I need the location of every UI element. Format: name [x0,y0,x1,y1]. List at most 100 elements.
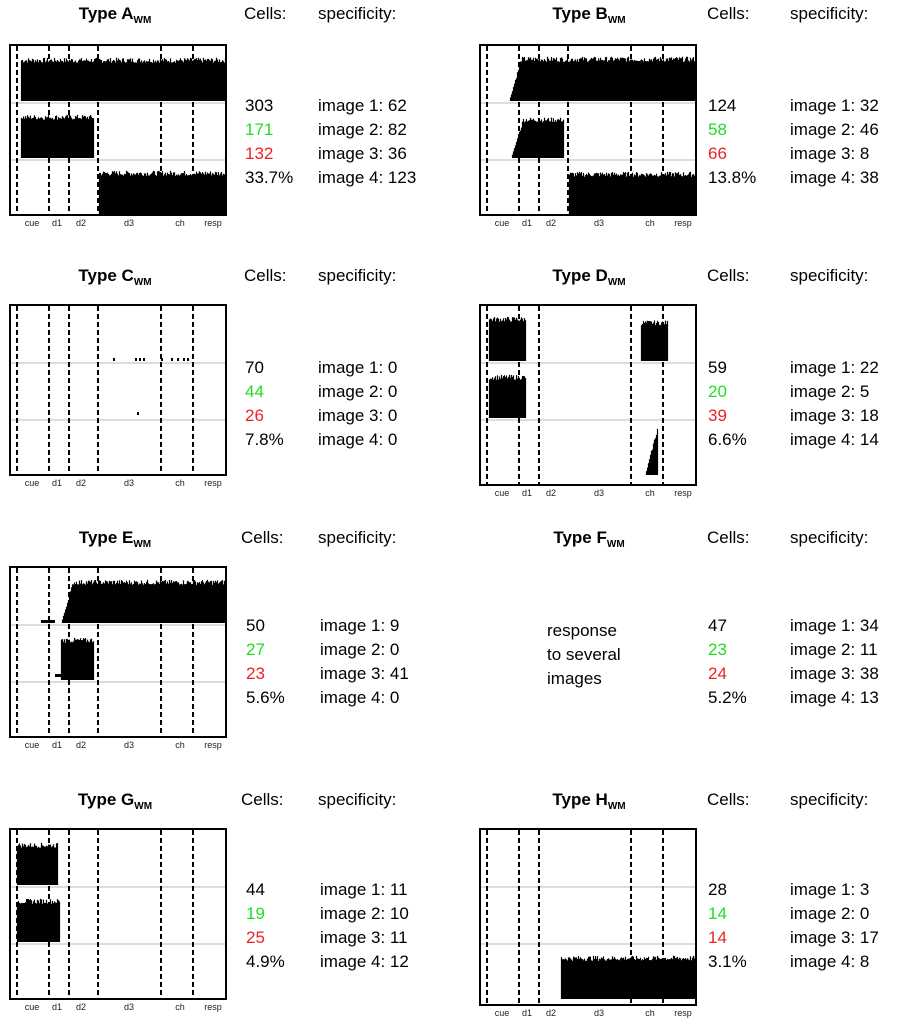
raster-svg [11,830,225,998]
spike-histogram [98,170,225,214]
spike-mark [41,620,55,623]
epoch-label-resp: resp [204,218,222,228]
spike-mark [183,358,185,361]
raster-plot [479,304,697,486]
spike-mark [143,358,145,361]
panel-title: Type FWM [553,528,625,550]
cells-group-1: 14 [708,904,727,923]
specificity-image-2: image 2: 11 [790,640,878,659]
spike-mark [161,358,163,361]
specificity-image-1: image 1: 3 [790,880,870,899]
raster-plot [9,44,227,216]
panel-type-f: Type FWM Cells: specificity: response to… [451,524,902,774]
epoch-label-ch: ch [645,488,655,498]
panel-type-h: Type HWM Cells: specificity: 28 14 14 3.… [451,786,902,1036]
panel-type-d: Type DWM Cells: specificity: 59 20 39 6.… [451,262,902,512]
specificity-image-4: image 4: 0 [318,430,398,449]
epoch-label-ch: ch [645,218,655,228]
spike-mark [137,412,139,415]
panel-title: Type EWM [78,528,152,550]
cells-group-1: 58 [708,120,727,139]
raster-plot [9,304,227,476]
epoch-label-d2: d2 [75,740,87,750]
specificity-image-4: image 4: 123 [318,168,417,187]
panel-title: Type GWM [77,790,153,812]
cells-group-2: 14 [708,928,727,947]
specificity-image-4: image 4: 0 [320,688,400,707]
spike-histogram [16,842,59,885]
raster-svg [481,830,695,1004]
cells-header: Cells: [241,790,284,809]
epoch-label-d1: d1 [51,478,63,488]
panel-title: Type CWM [78,266,152,288]
epoch-label-d3: d3 [593,1008,605,1018]
cells-header: Cells: [244,266,287,285]
epoch-label-ch: ch [645,1008,655,1018]
cells-header: Cells: [707,528,750,547]
specificity-image-1: image 1: 34 [790,616,879,635]
note-line: response [547,621,617,640]
cells-total: 44 [246,880,265,899]
spike-mark [187,358,189,361]
cells-total: 303 [245,96,274,115]
specificity-image-1: image 1: 9 [320,616,400,635]
cells-group-2: 26 [245,406,264,425]
spike-histogram [20,57,225,101]
epoch-label-cue: cue [24,740,40,750]
raster-plot [479,828,697,1006]
epoch-label-ch: ch [175,740,185,750]
cells-header: Cells: [241,528,284,547]
specificity-image-3: image 3: 11 [320,928,408,947]
cells-group-1: 171 [245,120,274,139]
epoch-label-d3: d3 [123,1002,135,1012]
specificity-header: specificity: [318,4,397,23]
specificity-header: specificity: [790,528,869,547]
epoch-label-d2: d2 [75,218,87,228]
specificity-header: specificity: [318,266,397,285]
note-line: to several [547,645,621,664]
epoch-label-d1: d1 [51,1002,63,1012]
spike-histogram [488,374,527,418]
specificity-header: specificity: [318,528,397,547]
spike-histogram [16,898,61,942]
epoch-label-resp: resp [204,740,222,750]
epoch-label-resp: resp [674,1008,692,1018]
epoch-label-d2: d2 [545,488,557,498]
panel-title: Type DWM [552,266,626,288]
specificity-image-1: image 1: 0 [318,358,398,377]
specificity-image-2: image 2: 82 [318,120,407,139]
cells-percent: 13.8% [708,168,757,187]
epoch-label-resp: resp [674,218,692,228]
cells-total: 124 [708,96,737,115]
specificity-image-2: image 2: 0 [790,904,870,923]
spike-histogram [511,117,565,158]
specificity-image-2: image 2: 10 [320,904,409,923]
epoch-label-ch: ch [175,478,185,488]
cells-group-2: 25 [246,928,265,947]
cells-header: Cells: [707,4,750,23]
specificity-image-4: image 4: 14 [790,430,879,449]
epoch-label-cue: cue [24,1002,40,1012]
cells-total: 47 [708,616,727,635]
specificity-image-1: image 1: 22 [790,358,879,377]
cells-percent: 7.8% [245,430,284,449]
cells-header: Cells: [707,790,750,809]
raster-svg [481,306,695,484]
cells-percent: 3.1% [708,952,747,971]
cells-group-2: 132 [245,144,274,163]
epoch-label-cue: cue [494,488,510,498]
panel-type-a: Type AWM Cells: specificity: 303 171 132… [0,0,451,250]
epoch-label-d3: d3 [123,218,135,228]
epoch-label-d1: d1 [521,1008,533,1018]
spike-histogram [61,579,225,623]
cells-percent: 33.7% [245,168,294,187]
specificity-image-3: image 3: 0 [318,406,398,425]
raster-svg [481,46,695,214]
epoch-label-d2: d2 [75,1002,87,1012]
specificity-image-2: image 2: 46 [790,120,879,139]
raster-plot [9,566,227,738]
cells-percent: 4.9% [246,952,285,971]
cells-total: 70 [245,358,264,377]
specificity-image-1: image 1: 11 [320,880,408,899]
epoch-label-d3: d3 [123,740,135,750]
